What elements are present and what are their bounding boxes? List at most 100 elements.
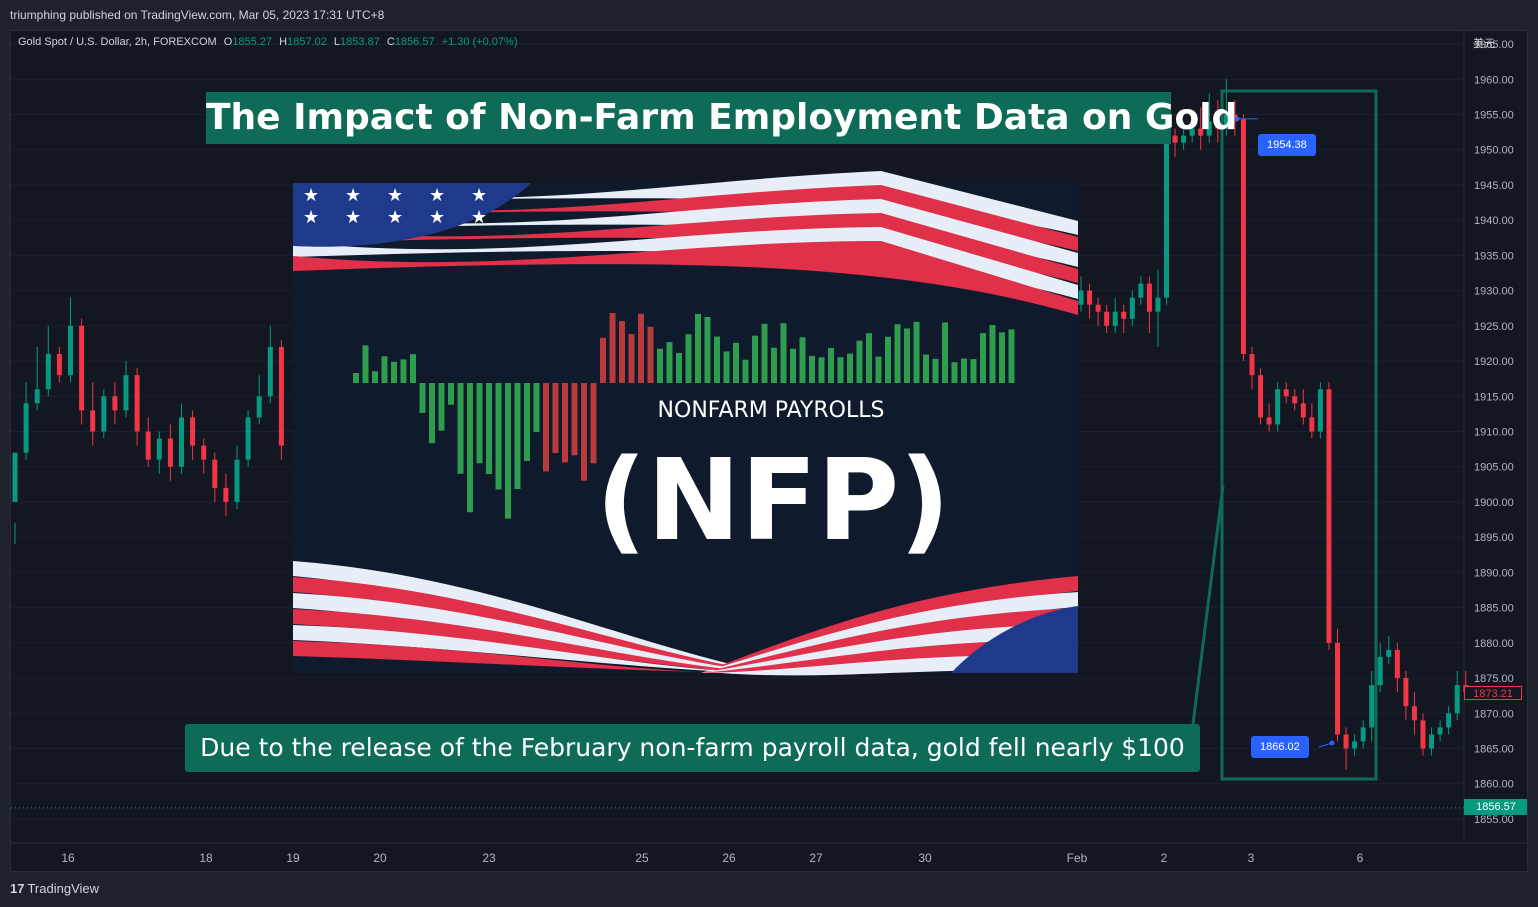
- x-tick-label: 19: [286, 851, 300, 865]
- open-value: 1855.27: [232, 36, 273, 48]
- candle-body: [1411, 706, 1417, 721]
- nfp-histogram-bar: [913, 321, 920, 383]
- drop-highlight-box: [1220, 89, 1378, 781]
- candle-body: [1206, 121, 1212, 136]
- candle-body: [45, 354, 51, 390]
- candle-body: [1292, 396, 1298, 404]
- nfp-histogram-bar: [628, 334, 635, 383]
- candle-body: [1155, 297, 1161, 312]
- candle-body: [1095, 304, 1101, 312]
- nfp-histogram-bar: [381, 356, 388, 383]
- nfp-histogram-bar: [923, 354, 929, 383]
- candle-body: [1146, 283, 1152, 312]
- nfp-histogram-bar: [600, 337, 606, 383]
- low-price-marker[interactable]: 1866.02: [1251, 736, 1309, 758]
- nfp-histogram-bar: [609, 313, 616, 383]
- nfp-histogram-bar: [761, 323, 768, 383]
- nfp-histogram-bar: [885, 336, 891, 383]
- nfp-histogram-bar: [961, 358, 967, 383]
- low-label: L: [333, 36, 341, 48]
- chart-title-annotation[interactable]: The Impact of Non-Farm Employment Data o…: [206, 92, 1237, 144]
- candle-body: [1369, 685, 1375, 728]
- y-tick-label: 1925.00: [1474, 321, 1514, 333]
- chart-panel[interactable]: 1855.00 1860.00 1865.00 1870.00 1875.00 1880.…: [10, 30, 1528, 872]
- candle-body: [1352, 741, 1358, 749]
- candle-body: [1446, 713, 1452, 728]
- nfp-histogram-bar: [723, 351, 730, 383]
- nfp-histogram-bar: [505, 383, 511, 519]
- nfp-histogram-bar: [429, 383, 435, 444]
- candle-body: [1335, 642, 1340, 735]
- nfp-histogram-bar: [704, 316, 711, 383]
- caption-annotation[interactable]: Due to the release of the February non-f…: [185, 724, 1200, 772]
- last-price-label: 1873.21: [1464, 686, 1522, 700]
- candle-body: [1189, 128, 1195, 136]
- candle-body: [1437, 727, 1443, 735]
- flag-stripe-top: [293, 241, 1078, 315]
- nfp-histogram-bar: [581, 383, 587, 481]
- nfp-histogram-bar: [571, 383, 578, 456]
- x-tick-label: 25: [635, 851, 649, 865]
- nfp-histogram-bar: [362, 345, 369, 383]
- y-tick-label: 1945.00: [1474, 180, 1514, 192]
- flag-canton-bottom: [951, 606, 1078, 673]
- nfp-histogram-bar: [695, 313, 701, 383]
- nfp-histogram-bar: [410, 354, 416, 383]
- nfp-histogram-bar: [980, 333, 986, 383]
- candle-body: [1429, 734, 1435, 749]
- nfp-histogram-bar: [619, 321, 625, 383]
- nfp-histogram-bar: [894, 324, 901, 383]
- open-label: O: [223, 36, 233, 48]
- candle-body: [68, 325, 73, 376]
- nfp-histogram-bar: [552, 383, 559, 454]
- nfp-histogram-bar: [647, 326, 654, 383]
- current-price-label: 1856.57: [1464, 799, 1527, 815]
- nfp-acronym: (NFP): [596, 436, 951, 566]
- x-tick-label: Feb: [1067, 851, 1088, 865]
- candle-body: [23, 403, 29, 453]
- nfp-histogram-bar: [685, 334, 692, 383]
- candle-body: [1121, 311, 1127, 319]
- nfp-histogram-bar: [457, 383, 464, 474]
- publish-info: triumphing published on TradingView.com,…: [10, 8, 385, 22]
- nfp-histogram-bar: [657, 348, 663, 383]
- candle-body: [145, 431, 151, 460]
- nfp-histogram-bar: [533, 383, 540, 433]
- candle-body: [1129, 297, 1135, 319]
- nfp-histogram-bar: [837, 357, 844, 383]
- x-tick-label: 16: [61, 851, 75, 865]
- currency-label[interactable]: 美元: [1473, 38, 1495, 50]
- tradingview-logo[interactable]: 17 TradingView: [10, 881, 99, 896]
- nfp-histogram-bar: [742, 359, 749, 383]
- candle-body: [212, 459, 218, 488]
- candle-body: [101, 396, 107, 432]
- star-icon: ★: [429, 207, 445, 228]
- y-tick-label: 1910.00: [1474, 427, 1514, 439]
- nfp-histogram-bar: [970, 359, 977, 383]
- star-icon: ★: [345, 207, 361, 228]
- nfp-histogram-bar: [524, 383, 530, 461]
- flag-stripe-bottom: [293, 577, 771, 673]
- x-tick-label: 3: [1248, 851, 1255, 865]
- nfp-histogram-bar: [999, 332, 1005, 383]
- flag-stripe-bottom: [293, 593, 771, 673]
- change-value: +1.30 (+0.07%): [441, 36, 518, 48]
- price-chart[interactable]: 1855.00 1860.00 1865.00 1870.00 1875.00 1880.…: [11, 31, 1528, 872]
- nfp-histogram-bar: [1008, 329, 1015, 383]
- candle-body: [1454, 685, 1460, 714]
- y-tick-label: 1950.00: [1474, 145, 1514, 157]
- close-label: C: [386, 36, 395, 48]
- candle-body: [12, 452, 18, 502]
- nfp-histogram-bar: [562, 383, 568, 463]
- nfp-histogram-bar: [391, 361, 397, 383]
- star-icon: ★: [429, 185, 445, 206]
- x-tick-label: 27: [809, 851, 823, 865]
- nfp-histogram-bar: [866, 333, 872, 383]
- candle-body: [1403, 678, 1409, 707]
- candle-body: [112, 396, 118, 411]
- high-price-marker[interactable]: 1954.38: [1258, 134, 1316, 156]
- candle-body: [56, 354, 62, 376]
- nfp-histogram-bar: [467, 383, 473, 513]
- nfp-histogram-bar: [818, 357, 825, 383]
- nfp-histogram-bar: [942, 322, 948, 383]
